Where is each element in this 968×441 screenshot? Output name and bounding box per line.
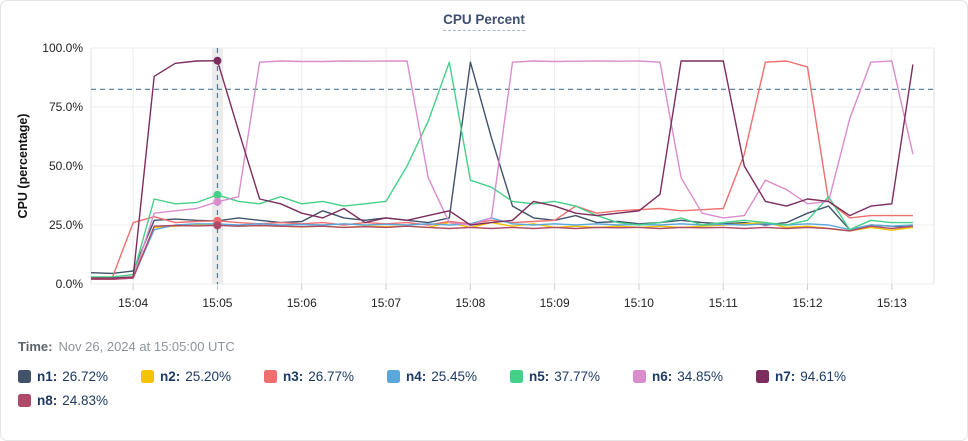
chart-title[interactable]: CPU Percent xyxy=(443,12,525,31)
x-tick-label: 15:05 xyxy=(202,296,232,310)
x-tick-label: 15:06 xyxy=(287,296,317,310)
series-line-n6 xyxy=(91,60,914,281)
x-tick-label: 15:08 xyxy=(455,296,485,310)
legend-swatch-n4 xyxy=(387,370,400,383)
cursor-time-row: Time: Nov 26, 2024 at 15:05:00 UTC xyxy=(18,339,235,354)
legend-value: 94.61% xyxy=(800,369,847,384)
legend-item-n7[interactable]: n7: 94.61% xyxy=(756,369,879,384)
y-tick-label: 0.0% xyxy=(56,277,84,291)
x-tick-label: 15:13 xyxy=(877,296,907,310)
legend-label: n5: xyxy=(529,369,550,384)
legend-value: 26.72% xyxy=(62,369,109,384)
x-tick-label: 15:10 xyxy=(624,296,654,310)
legend-swatch-n1 xyxy=(18,370,31,383)
legend-item-n5[interactable]: n5: 37.77% xyxy=(510,369,633,384)
legend-swatch-n8 xyxy=(18,394,31,407)
y-tick-label: 75.0% xyxy=(49,100,83,114)
x-tick-label: 15:12 xyxy=(793,296,823,310)
legend-label: n7: xyxy=(775,369,796,384)
series-line-n5 xyxy=(91,61,913,278)
legend-item-n3[interactable]: n3: 26.77% xyxy=(264,369,387,384)
legend-label: n3: xyxy=(283,369,304,384)
time-value: Nov 26, 2024 at 15:05:00 UTC xyxy=(58,339,235,354)
time-label: Time: xyxy=(18,339,53,354)
cursor-dot-n5 xyxy=(213,190,222,199)
y-tick-label: 50.0% xyxy=(49,159,83,173)
legend-value: 26.77% xyxy=(308,369,355,384)
x-tick-label: 15:07 xyxy=(371,296,401,310)
x-tick-label: 15:09 xyxy=(540,296,570,310)
legend-item-n2[interactable]: n2: 25.20% xyxy=(141,369,264,384)
y-axis-label: CPU (percentage) xyxy=(16,114,30,219)
legend-swatch-n5 xyxy=(510,370,523,383)
legend-label: n4: xyxy=(406,369,427,384)
legend-value: 24.83% xyxy=(62,393,109,408)
legend-label: n2: xyxy=(160,369,181,384)
legend-value: 37.77% xyxy=(554,369,601,384)
legend-item-n4[interactable]: n4: 25.45% xyxy=(387,369,510,384)
cpu-chart[interactable]: 0.0% 25.0% 50.0% 75.0% 100.0% 15:04 15:05 15:06… xyxy=(1,29,968,349)
cursor-dot-n6 xyxy=(213,197,222,206)
y-tick-label: 25.0% xyxy=(49,218,83,232)
legend-value: 25.20% xyxy=(185,369,232,384)
legend-label: n1: xyxy=(37,369,58,384)
cursor-dot-n7 xyxy=(213,56,222,65)
series-line-n8 xyxy=(91,224,913,281)
legend-swatch-n3 xyxy=(264,370,277,383)
chart-legend: n1: 26.72% n2: 25.20% n3: 26.77% n4: 25.45% … xyxy=(18,369,958,408)
legend-swatch-n7 xyxy=(756,370,769,383)
legend-swatch-n2 xyxy=(141,370,154,383)
y-tick-label: 100.0% xyxy=(42,41,83,55)
legend-item-n6[interactable]: n6: 34.85% xyxy=(633,369,756,384)
legend-label: n8: xyxy=(37,393,58,408)
legend-value: 25.45% xyxy=(431,369,478,384)
cursor-dot-n8 xyxy=(213,221,222,230)
legend-value: 34.85% xyxy=(677,369,724,384)
series-line-n7 xyxy=(91,60,914,279)
x-tick-label: 15:11 xyxy=(709,296,738,310)
legend-label: n6: xyxy=(652,369,673,384)
x-tick-label: 15:04 xyxy=(118,296,148,310)
legend-item-n8[interactable]: n8: 24.83% xyxy=(18,393,141,408)
legend-item-n1[interactable]: n1: 26.72% xyxy=(18,369,141,384)
legend-swatch-n6 xyxy=(633,370,646,383)
